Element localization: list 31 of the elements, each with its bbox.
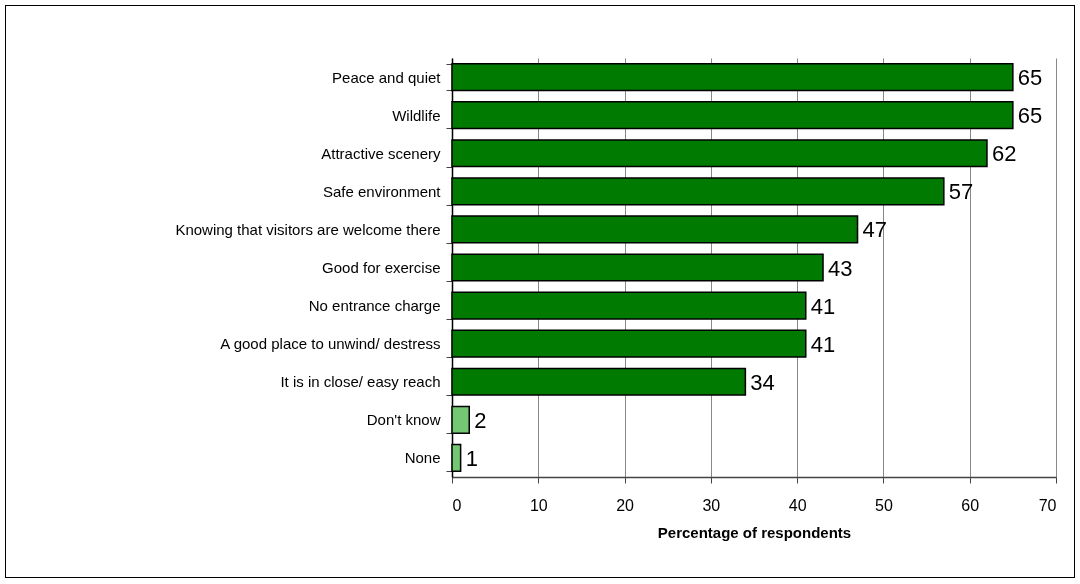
data-label: 47 (862, 217, 888, 243)
x-tick-label: 70 (1038, 496, 1057, 514)
y-tick-label: Attractive scenery (321, 144, 441, 162)
y-tick-label: Good for exercise (322, 259, 441, 276)
x-axis-title: Percentage of respondents (657, 523, 852, 541)
y-tick-label: None (404, 449, 441, 467)
data-label: 65 (1017, 103, 1043, 129)
y-tick-label: Knowing that visitors are welcome there (175, 220, 441, 238)
x-tick-label: 40 (788, 496, 807, 514)
x-tick-label: 10 (529, 496, 548, 514)
x-tick-label: 30 (702, 496, 721, 514)
data-label: 34 (750, 369, 775, 395)
data-label: 43 (828, 255, 853, 281)
x-tick-label: 60 (961, 496, 980, 514)
data-label: 1 (465, 445, 478, 471)
y-tick-label: Safe environment (322, 182, 442, 200)
y-tick-label: Peace and quiet (332, 68, 442, 86)
x-tick-label: 20 (616, 496, 635, 514)
data-label: 41 (810, 331, 836, 357)
data-label: 41 (810, 293, 836, 319)
data-label: 62 (991, 141, 1017, 167)
x-tick-label: 0 (452, 496, 462, 514)
y-tick-label: It is in close/ easy reach (280, 373, 441, 391)
data-label: 65 (1017, 65, 1043, 91)
data-label: 57 (948, 179, 974, 205)
x-tick-label: 50 (875, 496, 893, 514)
y-tick-label: Don't know (366, 411, 441, 429)
y-tick-label: No entrance charge (308, 297, 441, 315)
y-tick-label: Wildlife (392, 106, 441, 124)
y-tick-label: A good place to unwind/ destress (220, 335, 441, 353)
data-label: 2 (474, 407, 487, 433)
